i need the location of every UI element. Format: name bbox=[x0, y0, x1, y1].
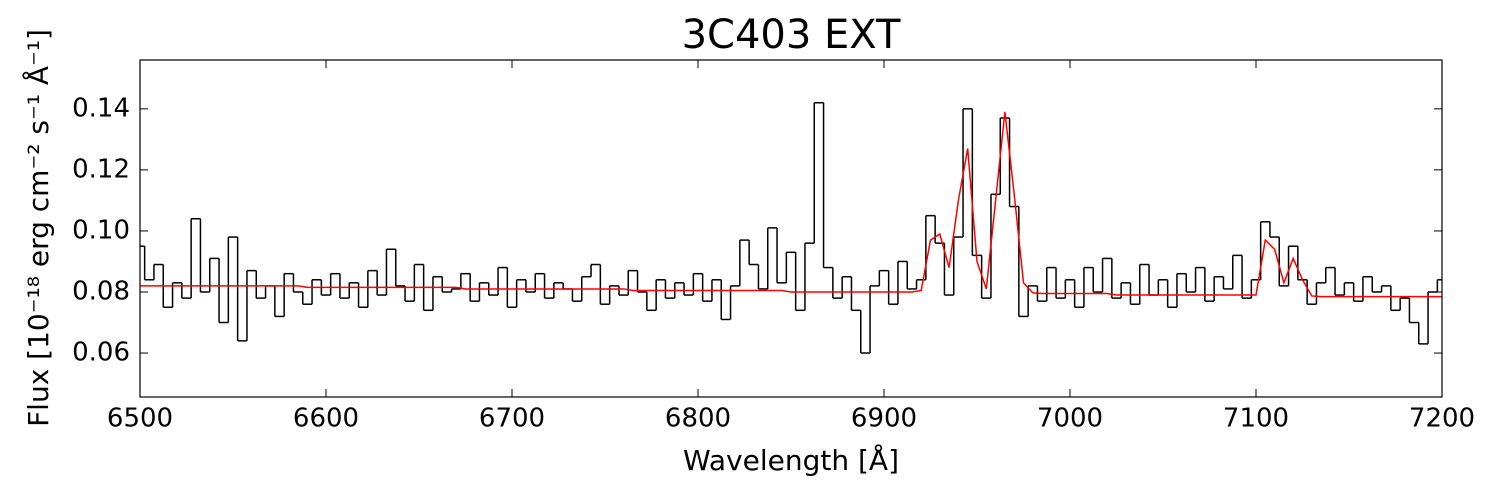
x-tick-label: 6600 bbox=[293, 404, 359, 434]
x-axis-label: Wavelength [Å] bbox=[683, 443, 899, 477]
x-tick-label: 6700 bbox=[479, 404, 545, 434]
y-tick-label: 0.06 bbox=[72, 338, 130, 368]
y-tick-label: 0.08 bbox=[72, 276, 130, 306]
x-tick-label: 6800 bbox=[665, 404, 731, 434]
x-tick-label: 7100 bbox=[1223, 404, 1289, 434]
y-tick-label: 0.12 bbox=[72, 154, 130, 184]
chart-title: 3C403 EXT bbox=[682, 12, 901, 58]
fit-line bbox=[140, 111, 1442, 298]
x-tick-label: 6900 bbox=[851, 404, 917, 434]
plot-frame bbox=[139, 59, 1443, 398]
y-axis-label: Flux [10⁻¹⁸ erg cm⁻² s⁻¹ Å⁻¹] bbox=[21, 29, 55, 427]
x-tick-label: 7200 bbox=[1409, 404, 1475, 434]
step-line bbox=[140, 101, 1442, 354]
x-tick-label: 7000 bbox=[1037, 404, 1103, 434]
y-tick-label: 0.14 bbox=[72, 93, 130, 123]
y-tick-label: 0.10 bbox=[72, 215, 130, 245]
x-tick-label: 6500 bbox=[107, 404, 173, 434]
